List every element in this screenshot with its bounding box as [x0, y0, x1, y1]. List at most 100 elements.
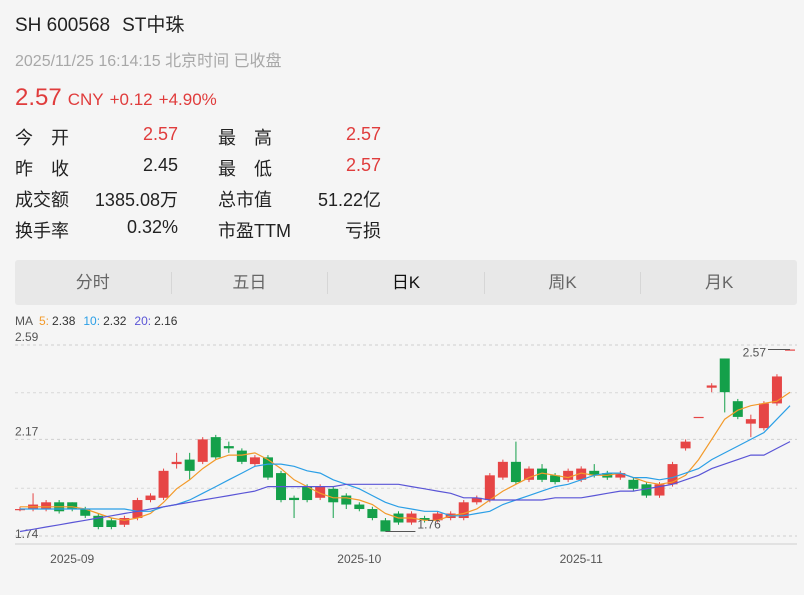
candle-body	[758, 403, 769, 429]
stat-value: 2.45	[142, 155, 178, 175]
legend-name: 20:	[134, 314, 151, 328]
stat: 总市值 51.22亿	[218, 186, 381, 210]
stock-name: ST中珠	[122, 15, 185, 36]
stats: 今 开 2.57 最 高 2.57 昨 收 2.45 最 低 2.57 成交额 1385.08万 总…	[15, 124, 381, 241]
stat: 今 开 2.57	[15, 124, 178, 148]
candle-body	[145, 495, 156, 501]
candle-body	[745, 419, 756, 424]
symbol: SH 600568	[15, 15, 111, 36]
stat-value: 0.32%	[126, 217, 178, 237]
tab[interactable]: 五日	[172, 271, 329, 294]
candle-body	[432, 513, 443, 521]
candle-body	[354, 504, 365, 510]
price: 2.57	[15, 84, 62, 111]
candle-body	[119, 518, 130, 525]
legend-value: 2.38	[52, 314, 76, 328]
legend-title: MA	[15, 314, 33, 328]
candle-body	[15, 509, 25, 511]
candle-body	[367, 509, 378, 519]
candle-body	[628, 479, 639, 489]
stat-value: 51.22亿	[317, 190, 381, 210]
stat-label: 总市值	[218, 190, 272, 210]
stat-value: 2.57	[345, 124, 381, 144]
candle-body	[67, 502, 78, 510]
stat-label: 最 高	[218, 128, 272, 148]
candle-body	[328, 488, 339, 503]
candle-body	[641, 484, 652, 496]
candle-body	[197, 439, 208, 462]
candle-body	[785, 349, 795, 351]
stat: 换手率 0.32%	[15, 217, 178, 241]
candle-body	[236, 450, 247, 462]
change: +0.12	[109, 90, 153, 109]
candle-body	[667, 464, 678, 485]
stat-label: 成交额	[15, 190, 69, 210]
candle-body	[223, 446, 234, 449]
x-tick-label: 2025-11	[560, 552, 603, 566]
ma-line	[19, 441, 791, 533]
stat-value: 亏损	[345, 221, 381, 241]
candle-body	[158, 470, 169, 498]
tab[interactable]: 分时	[15, 271, 172, 294]
tab-bar: 分时 五日 日K 周K 月K	[15, 260, 797, 305]
tab[interactable]: 周K	[485, 271, 642, 294]
stat: 昨 收 2.45	[15, 155, 178, 179]
y-tick-label: 2.59	[15, 330, 39, 344]
x-tick-label: 2025-09	[50, 552, 94, 566]
candle-body	[563, 470, 574, 480]
candle-body	[458, 502, 469, 519]
candle-body	[171, 461, 182, 465]
legend-name: 10:	[83, 314, 100, 328]
candle-body	[654, 484, 665, 496]
candle-body	[484, 475, 495, 501]
candle-body	[497, 461, 508, 478]
candle-body	[771, 376, 782, 404]
stat-label: 换手率	[15, 221, 69, 241]
candle-body	[380, 520, 391, 532]
stat: 成交额 1385.08万	[15, 186, 178, 210]
legend-value: 2.16	[154, 314, 178, 328]
tab[interactable]: 月K	[705, 272, 734, 292]
stat: 市盈TTM 亏损	[218, 217, 381, 241]
candle-body	[615, 473, 626, 478]
candle-body	[576, 468, 587, 480]
stat-label: 昨 收	[15, 159, 69, 179]
candle-body	[315, 486, 326, 498]
stat: 最 高 2.57	[218, 124, 381, 148]
candle-body	[589, 470, 600, 476]
candle-body	[341, 495, 352, 505]
stat-value: 2.57	[142, 124, 178, 144]
candle-body	[537, 468, 548, 480]
candle-body	[510, 461, 521, 483]
stat-label: 最 低	[218, 159, 272, 179]
stat: 最 低 2.57	[218, 155, 381, 179]
tab[interactable]: 日K	[328, 271, 485, 294]
change-pct: +4.90%	[158, 90, 217, 109]
stat-label: 市盈TTM	[218, 221, 291, 241]
candle-body	[471, 497, 482, 503]
candle-body	[523, 468, 534, 480]
ma-line	[20, 405, 791, 517]
candle-body	[93, 515, 104, 528]
y-tick-label: 2.17	[15, 425, 39, 439]
candle-body	[210, 437, 221, 458]
price-line: 2.57 CNY +0.12 +4.90%	[15, 84, 223, 112]
max-label: 2.57	[743, 346, 767, 360]
candle-body	[719, 358, 730, 393]
chart: MA 5: 2.38 10: 2.32 20: 2.16 2.59 2.17 1.74 2025-0…	[15, 314, 797, 566]
candle-body	[550, 475, 561, 483]
candle-body	[184, 459, 195, 471]
stat-value: 1385.08万	[94, 190, 178, 210]
candle-body	[132, 500, 143, 519]
candle-body	[41, 502, 52, 510]
candle-body	[680, 441, 691, 449]
candle-body	[289, 497, 300, 501]
candle-body	[106, 520, 117, 528]
min-label: 1.76	[417, 518, 441, 532]
candle-body	[693, 416, 704, 419]
candle-body	[732, 401, 743, 417]
candle-body	[262, 457, 273, 478]
x-tick-label: 2025-10	[337, 552, 381, 566]
timestamp: 2025/11/25 16:14:15 北京时间 已收盘	[15, 53, 282, 70]
